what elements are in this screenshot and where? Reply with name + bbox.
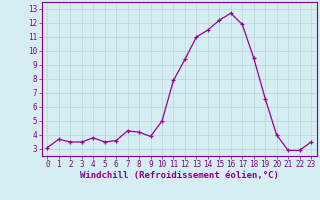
X-axis label: Windchill (Refroidissement éolien,°C): Windchill (Refroidissement éolien,°C) — [80, 171, 279, 180]
